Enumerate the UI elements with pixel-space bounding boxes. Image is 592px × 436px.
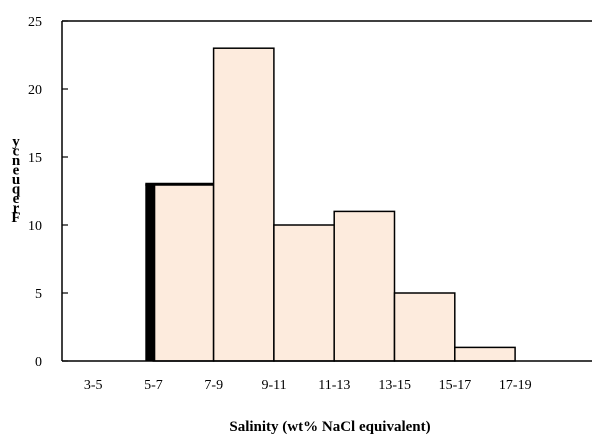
bar-5-7 (152, 183, 215, 362)
x-tick-label: 7-9 (204, 378, 223, 393)
y-tick-label: 15 (28, 151, 42, 166)
x-tick-label: 11-13 (318, 378, 350, 393)
y-tick-label: 5 (35, 287, 42, 302)
x-axis-title: Salinity (wt% NaCl equivalent) (229, 419, 430, 435)
x-tick-label: 9-11 (261, 378, 286, 393)
x-tick-label: 13-15 (378, 378, 411, 393)
y-tick-label: 0 (35, 355, 42, 370)
x-tick-label: 17-19 (499, 378, 532, 393)
x-tick-label: 3-5 (84, 378, 103, 393)
y-tick-label: 10 (28, 219, 42, 234)
bar-shadow-edge (145, 184, 156, 361)
x-tick-label: 5-7 (144, 378, 163, 393)
y-tick-label: 25 (28, 15, 42, 30)
bar-7-9 (212, 47, 275, 362)
x-tick-label: 15-17 (439, 378, 472, 393)
y-tick-label: 20 (28, 83, 42, 98)
bar-15-17 (454, 346, 516, 362)
bar-13-15 (393, 292, 456, 362)
bar-9-11 (273, 224, 335, 362)
x-axis-labels: 3-5 5-7 7-9 9-11 11-13 13-15 15-17 17-19 (84, 378, 532, 393)
bar-11-13 (333, 210, 396, 362)
bars (145, 47, 516, 362)
